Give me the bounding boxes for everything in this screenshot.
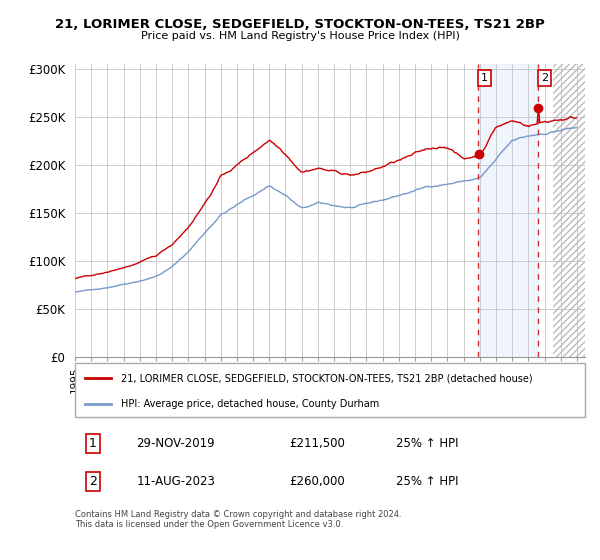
Text: Contains HM Land Registry data © Crown copyright and database right 2024.
This d: Contains HM Land Registry data © Crown c…	[75, 510, 401, 529]
Bar	[478, 64, 538, 357]
Text: 2: 2	[541, 73, 548, 83]
Text: HPI: Average price, detached house, County Durham: HPI: Average price, detached house, Coun…	[121, 399, 379, 409]
Bar	[553, 64, 585, 357]
Text: 25% ↑ HPI: 25% ↑ HPI	[397, 437, 459, 450]
FancyBboxPatch shape	[75, 363, 585, 417]
Text: 25% ↑ HPI: 25% ↑ HPI	[397, 475, 459, 488]
Text: 1: 1	[481, 73, 488, 83]
Text: 21, LORIMER CLOSE, SEDGEFIELD, STOCKTON-ON-TEES, TS21 2BP: 21, LORIMER CLOSE, SEDGEFIELD, STOCKTON-…	[55, 18, 545, 31]
Bar	[553, 64, 585, 357]
Text: £260,000: £260,000	[289, 475, 345, 488]
Text: Price paid vs. HM Land Registry's House Price Index (HPI): Price paid vs. HM Land Registry's House …	[140, 31, 460, 41]
Text: 21, LORIMER CLOSE, SEDGEFIELD, STOCKTON-ON-TEES, TS21 2BP (detached house): 21, LORIMER CLOSE, SEDGEFIELD, STOCKTON-…	[121, 374, 533, 383]
Text: £211,500: £211,500	[289, 437, 345, 450]
Text: 1: 1	[89, 437, 97, 450]
Text: 29-NOV-2019: 29-NOV-2019	[136, 437, 215, 450]
Text: 11-AUG-2023: 11-AUG-2023	[136, 475, 215, 488]
Text: 2: 2	[89, 475, 97, 488]
